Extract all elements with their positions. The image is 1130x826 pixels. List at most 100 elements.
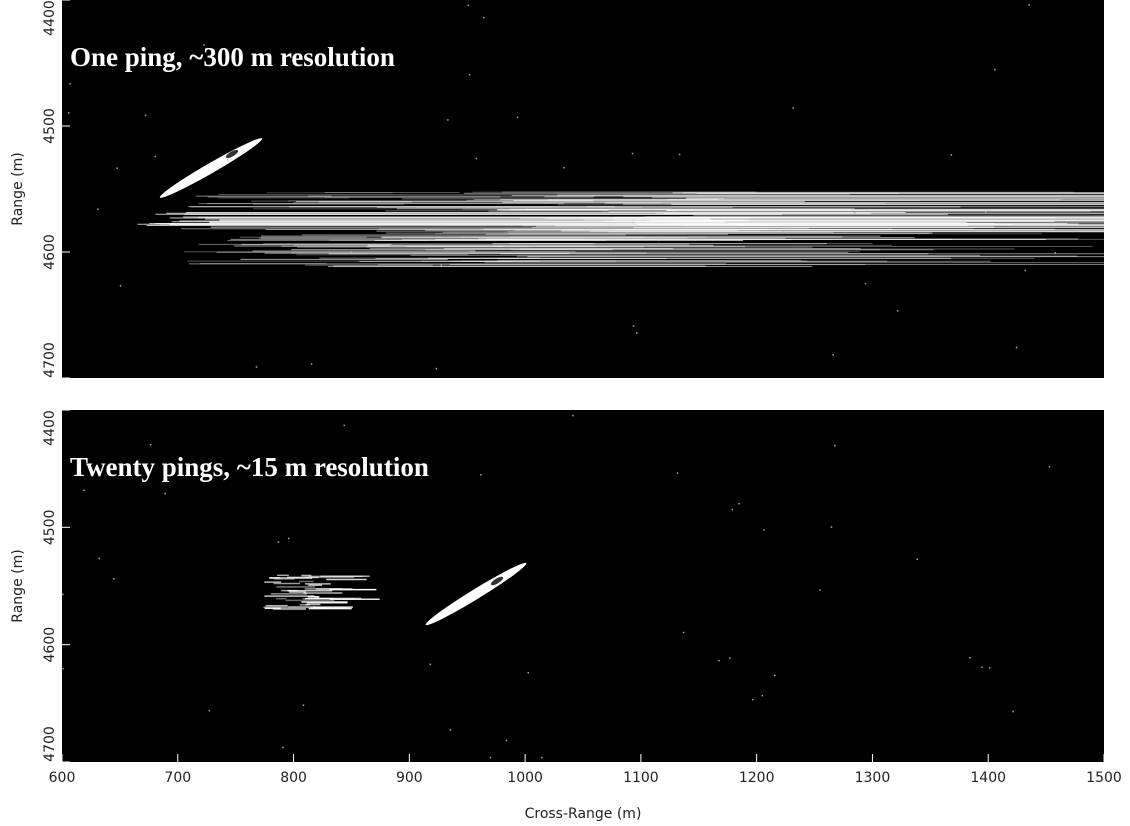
speckle xyxy=(1054,252,1057,254)
y-tick-label: 4400 xyxy=(42,0,58,36)
x-tick-label: 1500 xyxy=(1086,770,1122,786)
speckle xyxy=(144,114,147,117)
speckle xyxy=(731,508,734,511)
speckle xyxy=(657,239,660,242)
speckle xyxy=(447,119,449,121)
speckle xyxy=(149,444,152,446)
speckle xyxy=(203,44,205,46)
x-tick-label: 1000 xyxy=(507,770,543,786)
y-axis-label: Range (m) xyxy=(10,152,26,225)
speckle xyxy=(435,367,438,370)
speckle xyxy=(830,526,833,528)
speckle xyxy=(483,16,485,19)
speckle xyxy=(449,729,452,731)
speckle xyxy=(440,264,442,266)
x-tick-label: 1300 xyxy=(855,770,891,786)
speckle xyxy=(480,474,482,476)
x-tick-label: 1100 xyxy=(623,770,659,786)
speckle xyxy=(97,208,99,210)
speckle xyxy=(981,666,983,669)
speckle xyxy=(62,667,64,670)
speckle xyxy=(864,282,867,285)
speckle xyxy=(226,159,229,161)
x-tick-label: 600 xyxy=(49,770,76,786)
speckle xyxy=(636,332,638,334)
speckle xyxy=(83,489,85,492)
speckle xyxy=(69,83,71,85)
target-core xyxy=(490,576,504,586)
speckle xyxy=(572,414,574,417)
speckle xyxy=(62,593,64,596)
target-core xyxy=(225,149,239,159)
speckle xyxy=(896,310,899,312)
speckle xyxy=(682,631,685,634)
speckle xyxy=(505,739,508,742)
speckle xyxy=(763,529,765,531)
speckle xyxy=(475,157,478,160)
speckle xyxy=(994,68,996,71)
speckle xyxy=(164,492,166,495)
speckle xyxy=(678,153,681,156)
speckle xyxy=(773,674,776,677)
speckle xyxy=(819,589,821,591)
speckle xyxy=(208,709,211,712)
y-tick-label: 4500 xyxy=(42,510,58,546)
speckle xyxy=(310,363,313,365)
speckle xyxy=(429,663,432,666)
speckle xyxy=(984,211,987,213)
speckle xyxy=(98,557,100,560)
y-tick-label: 4600 xyxy=(42,234,58,270)
speckle xyxy=(752,698,754,701)
speckle xyxy=(302,704,305,706)
speckle xyxy=(277,541,280,543)
speckle xyxy=(676,472,679,474)
speckle xyxy=(541,756,543,759)
speckle xyxy=(761,694,764,697)
x-tick-label: 700 xyxy=(164,770,191,786)
speckle xyxy=(969,656,971,659)
speckle xyxy=(1028,4,1030,6)
speckle xyxy=(832,354,834,356)
x-tick-label: 1400 xyxy=(970,770,1006,786)
speckle xyxy=(563,166,565,169)
x-tick-label: 1200 xyxy=(739,770,775,786)
speckle xyxy=(350,251,352,253)
image-panel xyxy=(62,410,1104,762)
y-tick-label: 4700 xyxy=(42,726,58,762)
speckle xyxy=(255,366,258,368)
speckle xyxy=(653,244,656,247)
panel-title: Twenty pings, ~15 m resolution xyxy=(70,452,429,482)
y-tick-label: 4700 xyxy=(42,342,58,378)
speckle xyxy=(1012,710,1014,713)
x-tick-label: 800 xyxy=(280,770,307,786)
image-panel xyxy=(62,0,1104,378)
speckle xyxy=(467,4,470,7)
speckle xyxy=(834,444,836,447)
speckle xyxy=(792,107,794,109)
speckle xyxy=(119,285,122,287)
speckle xyxy=(154,155,157,158)
speckle xyxy=(116,167,118,169)
speckle xyxy=(853,211,856,214)
speckle xyxy=(729,657,731,659)
speckle xyxy=(343,424,345,427)
speckle xyxy=(718,659,720,662)
speckle xyxy=(1048,466,1051,468)
speckle xyxy=(282,746,284,749)
speckle xyxy=(516,116,519,119)
speckle xyxy=(916,558,919,561)
y-axis-label: Range (m) xyxy=(10,549,26,622)
speckle xyxy=(489,756,492,759)
speckle xyxy=(113,578,115,580)
y-tick-label: 4400 xyxy=(42,410,58,446)
speckle xyxy=(631,152,634,155)
panel-title: One ping, ~300 m resolution xyxy=(70,42,395,72)
speckle xyxy=(950,154,953,156)
speckle xyxy=(738,502,740,505)
speckle xyxy=(287,537,290,540)
x-tick-label: 900 xyxy=(396,770,423,786)
x-axis-label: Cross-Range (m) xyxy=(525,806,642,822)
speckle xyxy=(468,73,471,76)
speckle xyxy=(68,112,70,114)
